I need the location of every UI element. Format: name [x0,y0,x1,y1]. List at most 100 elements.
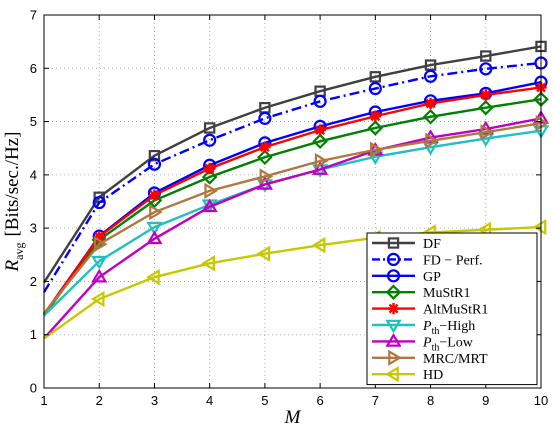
legend-marker [385,366,399,383]
legend-label: DF [423,237,441,252]
legend-marker [385,284,402,300]
y-tick-label: 3 [30,221,37,236]
data-point [478,99,494,116]
x-tick-label: 1 [40,393,47,408]
legend-marker [387,237,400,249]
data-point [93,235,108,253]
legend-label: GP [423,270,441,285]
legend-item: Pth−Low [372,333,474,353]
data-point [314,152,329,170]
y-axis-label-main: R [2,259,23,272]
y-tick-label: 0 [30,381,37,396]
legend-item: AltMuStR1 [372,303,488,318]
legend-label-rest: −Low [439,335,473,350]
data-point [91,268,108,283]
x-tick-label: 8 [427,393,434,408]
legend-label: MuStR1 [423,286,470,301]
data-point [312,133,328,150]
series-line [43,98,542,317]
data-point [90,290,105,308]
star-stroke [315,125,325,135]
series-line [43,86,542,316]
star-stroke [149,190,160,200]
x-tick-label: 2 [96,393,103,408]
data-point [201,198,218,213]
data-point [532,218,547,236]
star-stroke [425,98,436,109]
data-point [311,161,329,175]
legend-marker [385,333,402,347]
data-point [368,81,382,96]
data-point [256,245,271,262]
y-axis-label: Ravg [Bits/sec./Hz] [2,132,26,273]
y-tick-label: 5 [30,114,37,129]
legend-item: Pth−High [372,319,475,337]
y-tick-label: 4 [30,167,37,182]
legend-label-sub: th [432,326,440,337]
data-point [203,122,216,134]
data-point [146,230,163,245]
y-tick-label: 6 [30,61,37,76]
x-tick-label: 4 [206,393,213,408]
legend-label-main: P [422,319,432,334]
series-line [43,121,542,315]
data-point [480,50,492,62]
legend-label-main: P [422,335,432,350]
data-point [258,111,272,125]
data-point [425,132,439,149]
legend-marker [386,269,401,283]
series-line [43,225,542,340]
series-line [43,117,542,340]
y-tick-label: 1 [30,327,37,342]
legend-item: DF [372,237,441,252]
data-point [367,120,384,136]
legend-label: Pth−High [422,319,475,337]
data-point [535,115,550,132]
data-point [314,124,326,136]
data-point [201,255,215,272]
y-tick-label: 2 [30,274,37,289]
data-point [311,237,326,254]
legend-label-rest: −High [439,319,475,334]
axis-labels: M Ravg [Bits/sec./Hz] [2,132,302,428]
legend-item: FD − Perf. [372,252,483,268]
series-line [42,45,542,284]
data-point [422,109,439,125]
data-point [480,124,495,141]
x-tick-label: 3 [151,393,158,408]
x-tick-label: 5 [261,393,268,408]
legend-label-sub: th [432,342,440,353]
legend-item: MRC/MRT [372,349,488,367]
legend-marker [388,349,402,366]
data-point [257,149,273,166]
legend-marker [387,302,400,315]
legend-item: GP [372,269,441,285]
star-stroke [260,142,270,153]
x-tick-label: 7 [372,393,379,408]
star-stroke [480,90,491,100]
legend-label: FD − Perf. [423,253,483,268]
legend-label: Pth−Low [422,335,474,353]
series-df [42,40,547,284]
data-point [203,162,216,175]
data-point [370,141,384,158]
legend-marker [386,252,401,266]
data-point [423,69,438,83]
legend-item: HD [372,366,443,383]
data-point [369,71,382,83]
data-point [92,195,106,210]
grid [44,15,541,388]
data-point [259,168,274,185]
series-altmustr1 [43,81,547,316]
star-stroke [204,163,215,174]
legend-item: MuStR1 [372,284,470,301]
data-point [256,176,274,190]
data-point [369,110,382,122]
data-point [480,89,492,101]
legend-label: MRC/MRT [423,352,488,367]
data-point [149,204,163,221]
data-point [146,221,163,236]
